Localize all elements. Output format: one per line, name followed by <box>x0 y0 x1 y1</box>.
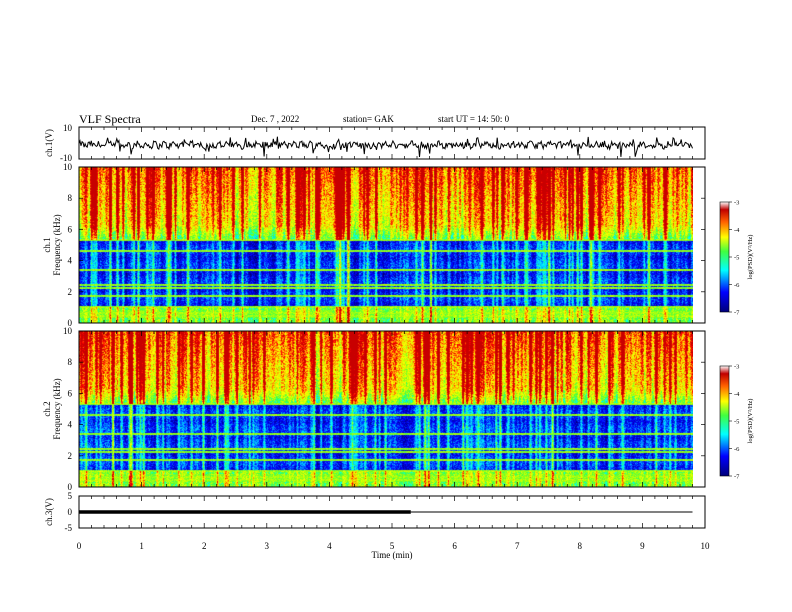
colorbar-tick-label: -4 <box>734 227 740 234</box>
colorbar-tick-label: -6 <box>734 282 740 289</box>
ch1-ytick-bottom: -10 <box>60 153 72 163</box>
colorbar-tick-label: -4 <box>734 391 740 398</box>
colorbar-tick-label: -5 <box>734 419 739 426</box>
x-tick-label: 8 <box>578 541 583 551</box>
ch1-spectrogram-image <box>79 167 693 323</box>
ch2-spectrogram-image <box>79 331 693 487</box>
ch3-waveform-panel: 5 0 -5 ch.3(V) 0 1 2 3 4 5 6 7 8 9 10 Time (min) <box>44 491 710 560</box>
ch1-colorbar: -3 -4 -5 -6 -7 log(PSD)(V²/Hz) <box>719 200 754 317</box>
y-tick-label: 8 <box>68 357 73 367</box>
y-tick-label: 4 <box>68 256 73 266</box>
ch3-ytick-top: 5 <box>68 491 73 501</box>
ch2-colorbar-label: log(PSD)(V²/Hz) <box>747 399 754 444</box>
ch2-spec-ylabel-frequency: Frequency (kHz) <box>52 378 62 439</box>
y-tick-label: 6 <box>68 388 73 398</box>
x-tick-label: 4 <box>327 541 332 551</box>
y-tick-label: 10 <box>63 162 73 172</box>
figure-title: VLF Spectra <box>79 112 141 126</box>
x-tick-label: 9 <box>640 541 645 551</box>
y-tick-label: 2 <box>68 287 73 297</box>
colorbar-tick-label: -7 <box>734 310 740 317</box>
ch3-ytick-bottom: -5 <box>65 523 73 533</box>
ch3-ytick-middle: 0 <box>68 507 73 517</box>
y-tick-label: 0 <box>68 482 73 492</box>
header-station: station= GAK <box>343 114 394 124</box>
x-tick-label: 6 <box>452 541 457 551</box>
colorbar-tick-label: -3 <box>734 200 739 207</box>
y-tick-label: 2 <box>68 451 73 461</box>
colorbar-tick-label: -7 <box>734 474 740 481</box>
y-tick-label: 4 <box>68 420 73 430</box>
y-tick-label: 0 <box>68 318 73 328</box>
x-axis-label: Time (min) <box>372 550 413 560</box>
ch2-spec-ylabel-channel: ch.2 <box>42 401 52 416</box>
ch1-spectrogram-panel: 0 2 4 6 8 10 ch.1 Frequency (kHz) <box>42 162 706 328</box>
x-tick-label: 1 <box>139 541 144 551</box>
ch1-colorbar-label: log(PSD)(V²/Hz) <box>747 235 754 280</box>
x-tick-label: 0 <box>77 541 82 551</box>
header-date: Dec. 7 , 2022 <box>251 114 299 124</box>
ch3-ylabel: ch.3(V) <box>44 498 54 526</box>
ch1-waveform-panel: 10 -10 ch.1(V) <box>44 123 706 163</box>
ch2-colorbar: -3 -4 -5 -6 -7 log(PSD)(V²/Hz) <box>719 364 754 481</box>
x-tick-label: 7 <box>515 541 520 551</box>
ch1-waveform-series <box>78 136 693 157</box>
ch1-spec-ylabel-channel: ch.1 <box>42 237 52 252</box>
header-start-time: start UT = 14: 50: 0 <box>438 114 510 124</box>
ch1-ylabel: ch.1(V) <box>44 129 54 157</box>
y-tick-label: 8 <box>68 193 73 203</box>
ch2-spectrogram-panel: 0 2 4 6 8 10 ch.2 Frequency (kHz) <box>42 326 706 492</box>
colorbar-tick-label: -3 <box>734 364 739 371</box>
x-tick-label: 10 <box>701 541 711 551</box>
colorbar-tick-label: -6 <box>734 446 740 453</box>
colorbar-tick-label: -5 <box>734 255 739 262</box>
y-tick-label: 10 <box>63 326 73 336</box>
ch1-spec-ylabel-frequency: Frequency (kHz) <box>52 214 62 275</box>
ch1-ytick-top: 10 <box>63 123 73 133</box>
x-tick-label: 5 <box>390 541 395 551</box>
x-tick-label: 3 <box>265 541 270 551</box>
x-tick-label: 2 <box>202 541 207 551</box>
y-tick-label: 6 <box>68 224 73 234</box>
